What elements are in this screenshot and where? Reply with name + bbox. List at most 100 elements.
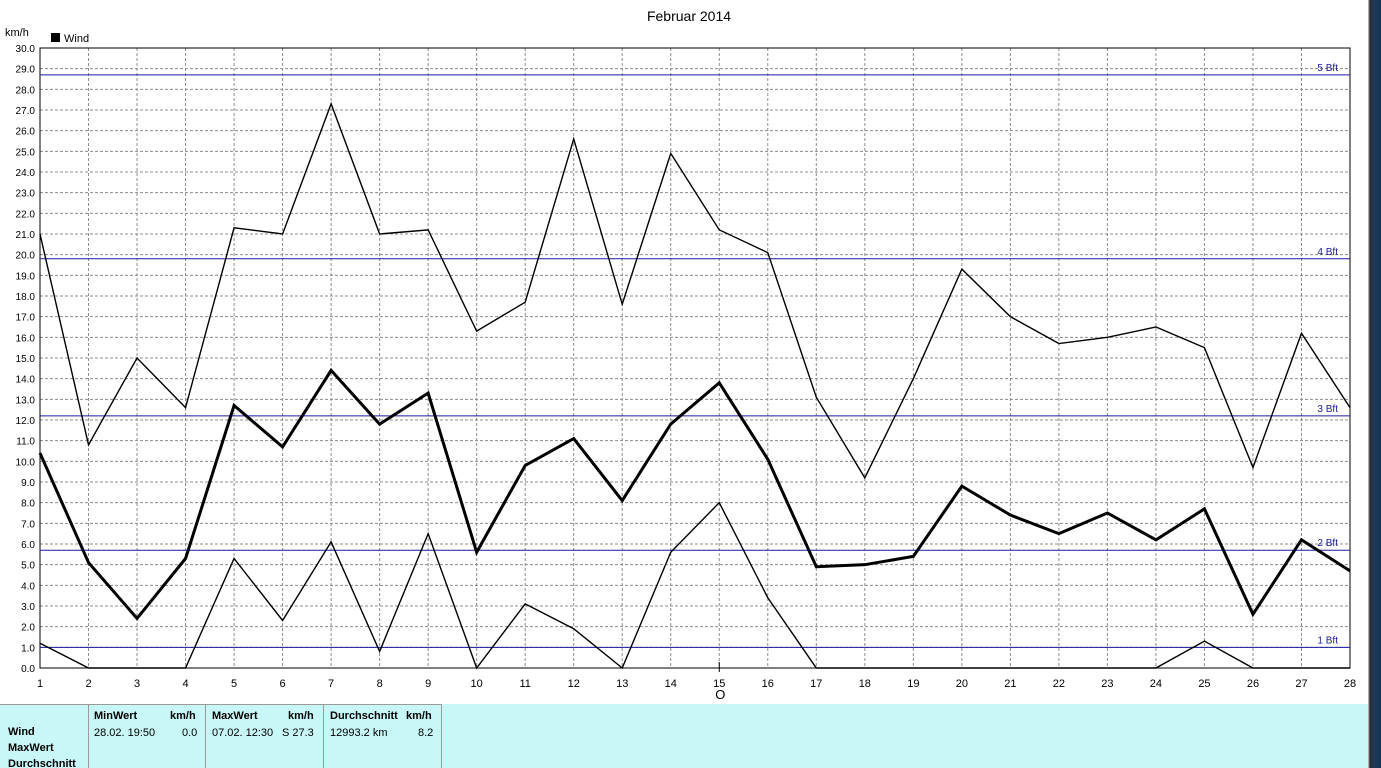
y-tick-label: 20.0 [16, 251, 36, 262]
stats-divider [323, 704, 324, 768]
x-tick-label: 10 [471, 678, 483, 690]
reference-line-label: 1 Bft [1317, 635, 1338, 646]
min-value: 0.0 [182, 727, 198, 739]
y-tick-label: 19.0 [16, 271, 36, 282]
y-tick-label: 16.0 [16, 333, 36, 344]
y-tick-label: 23.0 [16, 189, 36, 200]
wind-chart: Februar 2014 km/h Wind 1 Bft 2 Bft 3 Bft 4 … [5, 8, 1356, 702]
x-tick-label: 15 [713, 678, 725, 690]
legend-label: Wind [64, 33, 89, 45]
x-tick-label: 21 [1004, 678, 1016, 690]
y-tick-label: 30.0 [16, 44, 36, 55]
reference-line-label: 3 Bft [1317, 404, 1338, 415]
y-tick-label: 10.0 [16, 457, 36, 468]
y-tick-label: 26.0 [16, 127, 36, 138]
y-tick-label: 21.0 [16, 230, 36, 241]
avg-header: Durchschnitt [330, 710, 398, 722]
avg-unit: km/h [406, 710, 432, 722]
x-tick-label: 28 [1344, 678, 1356, 690]
x-tick-label: 16 [762, 678, 774, 690]
y-axis-label: km/h [5, 27, 29, 39]
x-tick-label: 7 [328, 678, 334, 690]
series-line-max [39, 101, 1351, 480]
legend-swatch [51, 33, 60, 42]
y-tick-label: 27.0 [16, 106, 36, 117]
grid [40, 48, 1350, 668]
y-tick-label: 6.0 [21, 540, 35, 551]
y-tick-label: 28.0 [16, 85, 36, 96]
y-tick-label: 29.0 [16, 65, 36, 76]
x-tick-label: 2 [85, 678, 91, 690]
stats-divider [441, 704, 442, 768]
x-tick-label: 3 [134, 678, 140, 690]
y-tick-label: 0.0 [21, 664, 35, 675]
stats-divider [205, 704, 206, 768]
min-date: 28.02. 19:50 [94, 727, 156, 739]
y-tick-label: 18.0 [16, 292, 36, 303]
x-tick-label: 20 [956, 678, 968, 690]
y-tick-label: 17.0 [16, 313, 36, 324]
x-tick-label: 26 [1247, 678, 1259, 690]
y-tick-label: 3.0 [21, 602, 35, 613]
reference-line-label: 5 Bft [1317, 63, 1338, 74]
y-tick-label: 1.0 [21, 643, 35, 654]
y-tick-label: 15.0 [16, 354, 36, 365]
y-tick-label: 12.0 [16, 416, 36, 427]
x-tick-label: 5 [231, 678, 237, 690]
x-tick-label: 6 [280, 678, 286, 690]
y-tick-label: 13.0 [16, 395, 36, 406]
y-tick-label: 9.0 [21, 478, 35, 489]
plot-frame [39, 47, 1351, 669]
marker-label: O [715, 687, 725, 702]
avg-distance: 12993.2 km [330, 727, 388, 739]
avg-value: 8.2 [418, 727, 434, 739]
stats-top-border [0, 704, 442, 705]
x-tick-label: 18 [859, 678, 871, 690]
y-tick-label: 14.0 [16, 375, 36, 386]
x-tick-label: 17 [810, 678, 822, 690]
y-tick-label: 2.0 [21, 623, 35, 634]
x-tick-label: 8 [377, 678, 383, 690]
reference-line-label: 4 Bft [1317, 247, 1338, 258]
row-label-wind: Wind [8, 726, 35, 738]
y-tick-label: 4.0 [21, 581, 35, 592]
x-tick-label: 25 [1198, 678, 1210, 690]
x-tick-label: 19 [907, 678, 919, 690]
y-tick-labels: 0.0 1.0 2.0 3.0 4.0 5.0 6.0 7.0 8.0 9.0 10.0 11.0 12… [16, 44, 36, 675]
row-label-maxwert: MaxWert [8, 742, 54, 754]
series-line-min [39, 501, 1350, 670]
series-lines [38, 101, 1351, 670]
max-value: S 27.3 [282, 727, 314, 739]
y-tick-label: 7.0 [21, 519, 35, 530]
row-label-durchschnitt: Durchschnitt [8, 758, 76, 768]
x-tick-label: 14 [665, 678, 677, 690]
series-line-avg [38, 367, 1351, 621]
reference-line-label: 2 Bft [1317, 538, 1338, 549]
x-tick-labels: 1 2 3 4 5 6 7 8 9 10 11 12 13 14 15 16 17 18 19 20 21 22 23 24 2… [37, 678, 1356, 690]
x-tick-label: 9 [425, 678, 431, 690]
min-unit: km/h [170, 710, 196, 722]
y-tick-label: 22.0 [16, 209, 36, 220]
stats-divider [88, 704, 89, 768]
x-tick-label: 23 [1101, 678, 1113, 690]
statistics-panel: Wind MaxWert Durchschnitt MinWert km/h 2… [0, 704, 1372, 768]
max-date: 07.02. 12:30 [212, 727, 274, 739]
min-header: MinWert [94, 710, 138, 722]
x-tick-label: 4 [182, 678, 188, 690]
x-tick-label: 12 [568, 678, 580, 690]
max-header: MaxWert [212, 710, 258, 722]
x-tick-label: 13 [616, 678, 628, 690]
max-unit: km/h [288, 710, 314, 722]
x-tick-label: 22 [1053, 678, 1065, 690]
chart-title: Februar 2014 [647, 8, 731, 24]
y-tick-label: 25.0 [16, 147, 36, 158]
y-tick-label: 11.0 [16, 437, 35, 448]
x-tick-label: 1 [37, 678, 43, 690]
beaufort-reference-lines: 1 Bft 2 Bft 3 Bft 4 Bft 5 Bft [40, 63, 1350, 648]
x-tick-label: 11 [519, 678, 530, 690]
day-marker: O [715, 662, 725, 702]
window-edge [1368, 0, 1381, 768]
x-tick-label: 24 [1150, 678, 1162, 690]
y-tick-label: 5.0 [21, 561, 35, 572]
y-tick-label: 24.0 [16, 168, 36, 179]
